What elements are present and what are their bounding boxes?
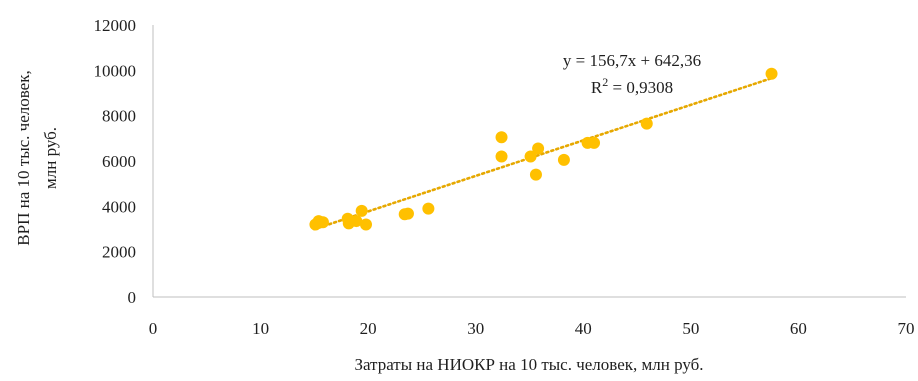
y-tick-label: 12000: [94, 16, 137, 35]
x-axis-title: Затраты на НИОКР на 10 тыс. человек, млн…: [354, 355, 703, 374]
y-axis-title-line-2: млн руб.: [41, 127, 60, 189]
y-tick-label: 6000: [102, 152, 136, 171]
data-point: [350, 215, 363, 228]
x-tick-label: 20: [360, 319, 377, 338]
axes-layer: 0 2000 4000 6000 8000 10000 12000 0 10 20 30 40 50 60…: [94, 16, 915, 338]
y-tick-label: 0: [128, 288, 137, 307]
x-tick-label: 50: [682, 319, 699, 338]
points-layer: [309, 67, 778, 231]
r-squared-label: R2 = 0,9308: [591, 75, 673, 97]
x-tick-label: 10: [252, 319, 269, 338]
trendline-layer: [313, 76, 773, 231]
data-point: [401, 207, 414, 220]
data-point: [588, 136, 601, 149]
data-point: [640, 117, 653, 130]
data-point: [355, 204, 368, 217]
x-tick-label: 70: [898, 319, 915, 338]
y-tick-label: 10000: [94, 61, 137, 80]
trendline-equation: y = 156,7x + 642,36: [563, 51, 701, 70]
labels-layer: y = 156,7x + 642,36 R2 = 0,9308 Затраты …: [14, 51, 704, 374]
data-point: [532, 142, 545, 155]
x-tick-label: 40: [575, 319, 592, 338]
y-tick-label: 4000: [102, 197, 136, 216]
data-point: [495, 150, 508, 163]
data-point: [495, 131, 508, 144]
data-point: [529, 168, 542, 181]
y-tick-label: 2000: [102, 243, 136, 262]
trendline: [313, 76, 773, 231]
y-axis-title-line-1: ВРП на 10 тыс. человек,: [14, 70, 33, 245]
data-point: [524, 150, 537, 163]
x-tick-label: 0: [149, 319, 158, 338]
data-point: [557, 153, 570, 166]
x-tick-label: 60: [790, 319, 807, 338]
data-point: [359, 218, 372, 231]
data-point: [316, 216, 329, 229]
x-tick-label: 30: [467, 319, 484, 338]
y-tick-label: 8000: [102, 107, 136, 126]
data-point: [422, 202, 435, 215]
data-point: [765, 67, 778, 80]
